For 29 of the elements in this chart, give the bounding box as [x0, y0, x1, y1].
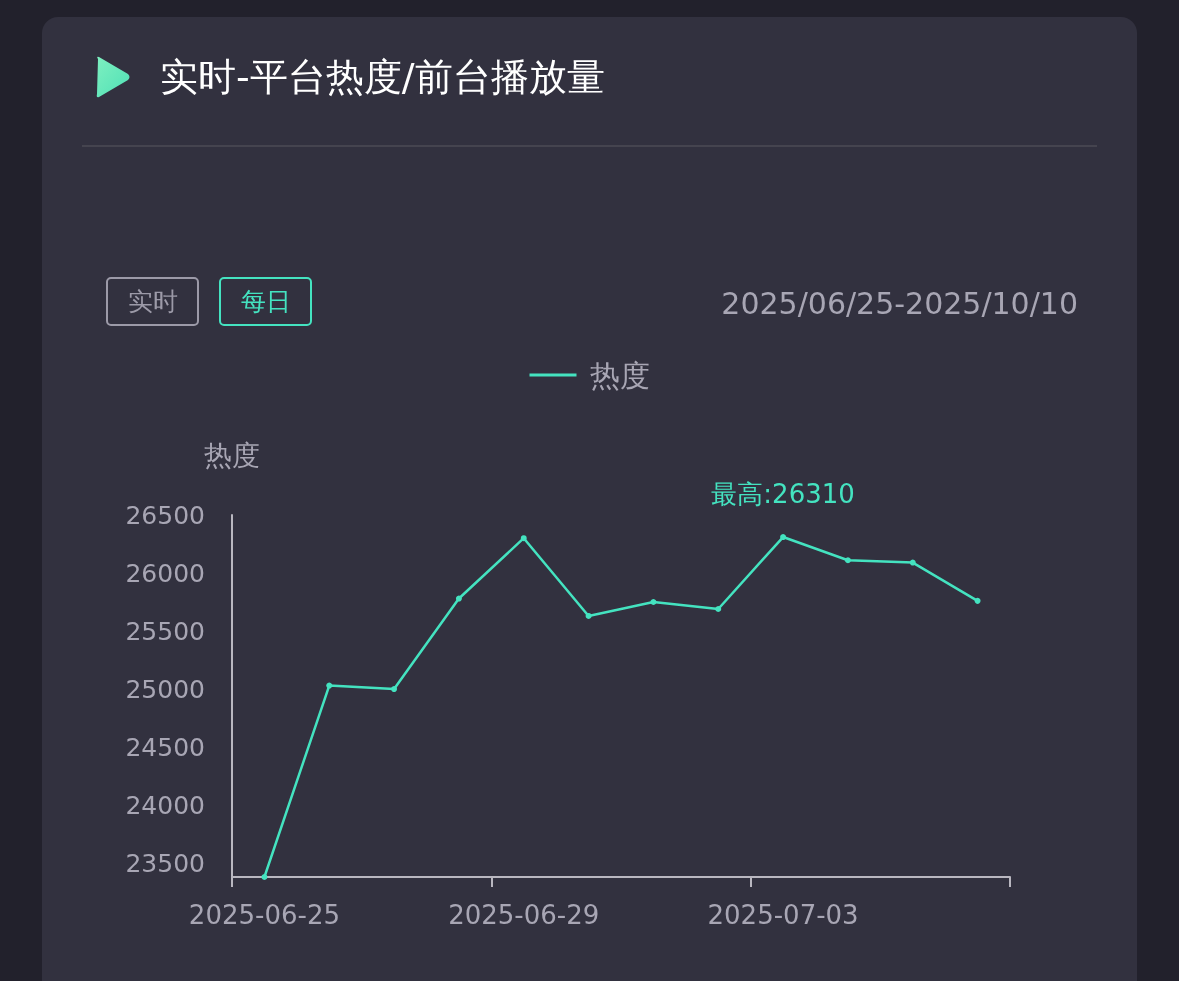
y-tick-label: 26000 — [125, 558, 205, 588]
point — [391, 686, 398, 693]
y-axis-title: 热度 — [204, 438, 260, 472]
point — [455, 595, 462, 602]
x-tick-label: 2025-07-03 — [707, 900, 859, 930]
point — [261, 874, 268, 880]
point — [974, 597, 981, 604]
y-tick-label: 26500 — [125, 500, 205, 530]
chart-title: 实时-平台热度/前台播放量 — [160, 55, 605, 99]
y-tick-label: 25000 — [125, 674, 205, 704]
tab-button[interactable]: 每日 — [219, 277, 312, 326]
point — [780, 534, 787, 541]
chart-subtitle: 2025/06/25-2025/10/10 — [721, 285, 1078, 323]
point — [715, 605, 722, 612]
point — [650, 599, 657, 606]
point — [520, 535, 527, 542]
y-tick-label: 24500 — [125, 732, 205, 762]
x-tick-label: 2025-06-25 — [188, 900, 340, 930]
legend-label: 热度 — [589, 357, 650, 393]
point — [326, 682, 333, 689]
x-tick-label: 2025-06-29 — [448, 900, 600, 930]
point — [909, 559, 916, 566]
y-tick-label: 23500 — [125, 848, 205, 878]
tab-button[interactable]: 实时 — [106, 277, 199, 326]
y-tick-label: 25500 — [125, 616, 205, 646]
y-tick-label: 24000 — [125, 790, 205, 820]
point — [585, 612, 592, 619]
point — [844, 557, 851, 564]
annotation: 最高:26310 — [711, 479, 855, 510]
